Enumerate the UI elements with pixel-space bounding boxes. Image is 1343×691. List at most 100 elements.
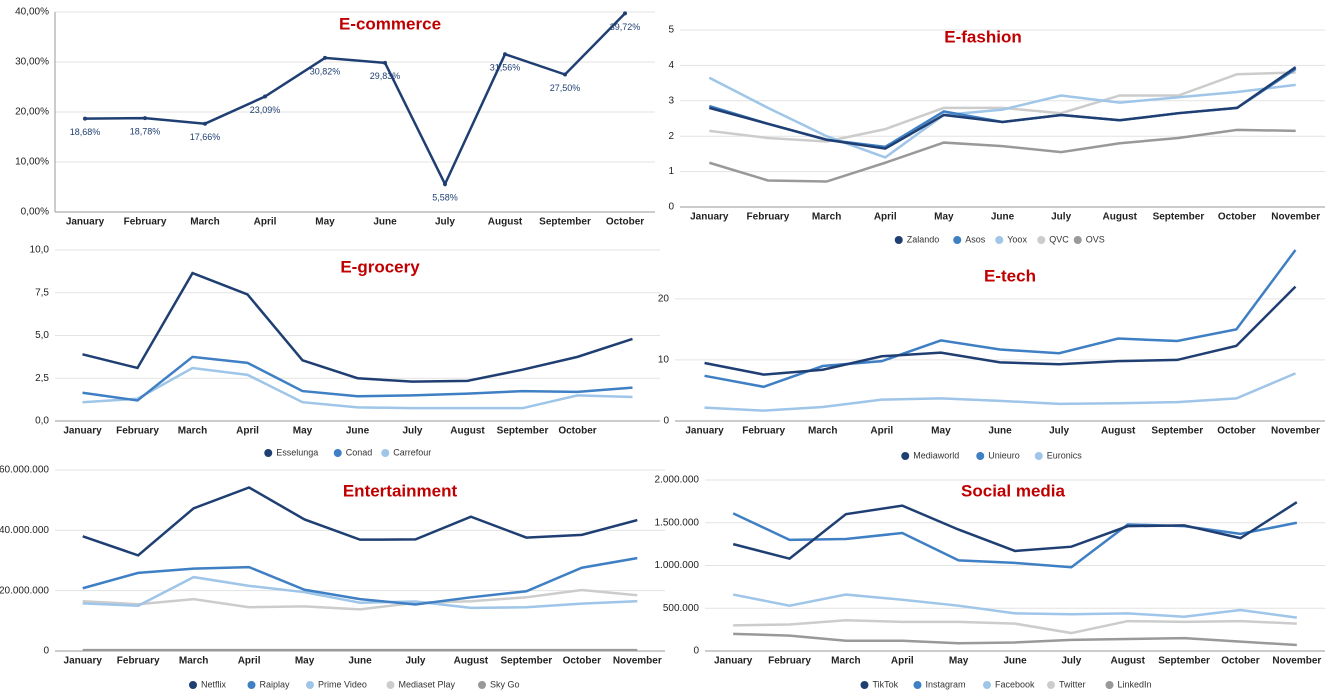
y-tick-label: 20 bbox=[658, 293, 670, 304]
series-line bbox=[704, 249, 1297, 389]
y-tick-label: 5,0 bbox=[35, 330, 49, 341]
series-line bbox=[704, 372, 1296, 412]
legend-label: Sky Go bbox=[490, 679, 520, 689]
x-tick-label: October bbox=[1218, 212, 1256, 223]
x-tick-label: July bbox=[1049, 426, 1069, 437]
legend-marker bbox=[381, 449, 390, 457]
x-tick-label: June bbox=[346, 426, 370, 437]
x-tick-label: January bbox=[64, 656, 103, 667]
x-tick-label: August bbox=[1101, 426, 1136, 437]
x-tick-label: February bbox=[768, 656, 811, 667]
value-label: 5,58% bbox=[432, 192, 458, 202]
y-tick-label: 10,00% bbox=[15, 157, 49, 168]
x-tick-label: May bbox=[931, 426, 951, 437]
y-tick-label: 20,00% bbox=[15, 107, 49, 118]
x-tick-label: March bbox=[178, 426, 207, 437]
legend-label: TikTok bbox=[873, 679, 899, 689]
legend-label: Netflix bbox=[201, 679, 227, 689]
chart-title: E-commerce bbox=[339, 14, 441, 33]
y-tick-label: 2,5 bbox=[35, 373, 49, 384]
x-tick-label: April bbox=[891, 656, 914, 667]
x-tick-label: February bbox=[124, 217, 167, 228]
legend-label: Unieuro bbox=[988, 450, 1020, 460]
chart-panel: 0,0 2,5 5,0 7,5 10,0 January February March Apri… bbox=[30, 245, 660, 457]
y-tick-label: 0 bbox=[668, 202, 674, 213]
value-label: 29,83% bbox=[370, 71, 401, 81]
x-tick-label: September bbox=[1151, 426, 1203, 437]
series-line bbox=[84, 12, 626, 187]
y-tick-label: 5 bbox=[668, 25, 674, 36]
x-tick-label: July bbox=[1051, 212, 1071, 223]
x-tick-label: November bbox=[613, 656, 662, 667]
y-tick-label: 7,5 bbox=[35, 287, 49, 298]
series-line bbox=[732, 501, 1298, 561]
series-line bbox=[82, 366, 633, 410]
legend-marker bbox=[953, 236, 962, 244]
point bbox=[623, 11, 627, 16]
y-tick-label: 3 bbox=[668, 95, 674, 106]
x-tick-label: February bbox=[117, 656, 160, 667]
chart-panel: 0 1 2 3 4 5 January February March April May June Ju… bbox=[668, 25, 1325, 244]
x-tick-label: March bbox=[179, 656, 208, 667]
x-tick-label: April bbox=[254, 217, 277, 228]
point bbox=[143, 116, 147, 121]
x-tick-label: June bbox=[1003, 656, 1027, 667]
legend-marker bbox=[1047, 681, 1055, 689]
x-tick-label: March bbox=[812, 212, 841, 223]
value-label: 39,72% bbox=[610, 22, 641, 32]
value-label: 18,78% bbox=[130, 126, 161, 136]
series-line bbox=[708, 128, 1296, 183]
x-tick-label: August bbox=[450, 426, 485, 437]
y-tick-label: 0,00% bbox=[21, 207, 49, 218]
legend-marker bbox=[860, 681, 869, 689]
y-tick-label: 0 bbox=[43, 646, 49, 657]
legend-label: Conad bbox=[346, 447, 373, 457]
legend-marker bbox=[894, 236, 903, 244]
series-line bbox=[732, 512, 1298, 569]
x-tick-label: May bbox=[293, 426, 313, 437]
x-tick-label: January bbox=[714, 656, 753, 667]
x-tick-label: August bbox=[454, 656, 489, 667]
point bbox=[503, 52, 507, 57]
legend-label: Instagram bbox=[926, 679, 966, 689]
y-tick-label: 1.000.000 bbox=[655, 560, 700, 571]
x-tick-label: January bbox=[66, 217, 105, 228]
y-tick-label: 2 bbox=[668, 131, 674, 142]
chart-title: Social media bbox=[961, 481, 1065, 500]
legend-marker bbox=[1037, 236, 1046, 244]
y-tick-label: 1.500.000 bbox=[655, 517, 700, 528]
y-tick-label: 10 bbox=[658, 355, 670, 366]
legend-marker bbox=[913, 681, 922, 689]
x-tick-label: April bbox=[870, 426, 893, 437]
legend-marker bbox=[189, 681, 197, 689]
y-tick-label: 40.000.000 bbox=[0, 525, 49, 536]
series-line bbox=[733, 632, 1297, 647]
legend-label: Euronics bbox=[1047, 450, 1083, 460]
x-tick-label: September bbox=[539, 217, 591, 228]
chart-title: Entertainment bbox=[343, 481, 458, 500]
x-tick-label: March bbox=[808, 426, 837, 437]
x-tick-label: September bbox=[501, 656, 553, 667]
x-tick-label: March bbox=[190, 217, 219, 228]
y-tick-label: 1 bbox=[668, 166, 674, 177]
y-tick-label: 2.000.000 bbox=[655, 475, 700, 486]
point bbox=[263, 94, 267, 99]
x-tick-label: September bbox=[1153, 212, 1205, 223]
value-label: 27,50% bbox=[550, 83, 581, 93]
x-tick-label: January bbox=[63, 426, 102, 437]
point bbox=[203, 121, 207, 126]
x-tick-label: November bbox=[1271, 212, 1320, 223]
legend-label: OVS bbox=[1086, 234, 1105, 244]
legend-label: QVC bbox=[1049, 234, 1069, 244]
x-tick-label: May bbox=[934, 212, 954, 223]
x-tick-label: February bbox=[116, 426, 159, 437]
series-line bbox=[708, 66, 1297, 150]
chart-title: E-fashion bbox=[944, 27, 1021, 46]
series-line bbox=[704, 285, 1297, 376]
chart-title: E-tech bbox=[984, 266, 1036, 285]
legend-label: LinkedIn bbox=[1118, 679, 1152, 689]
legend-marker bbox=[386, 681, 395, 689]
legend-label: Carrefour bbox=[393, 447, 431, 457]
y-tick-label: 30,00% bbox=[15, 57, 49, 68]
legend-label: Twitter bbox=[1059, 679, 1086, 689]
